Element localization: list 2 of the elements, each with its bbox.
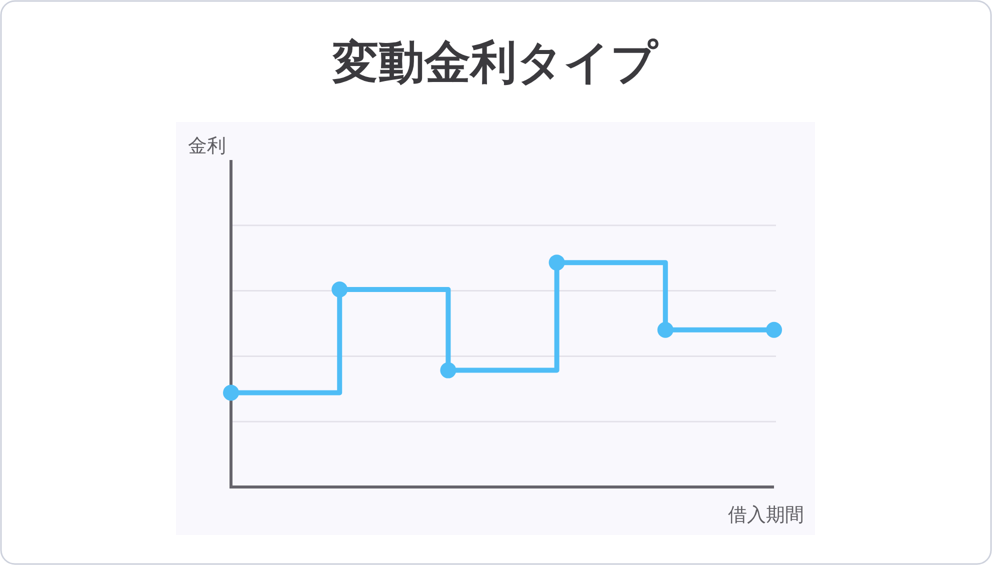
xlabel: 借入期間 [728, 504, 804, 526]
title: 変動金利タイプ [332, 35, 658, 89]
